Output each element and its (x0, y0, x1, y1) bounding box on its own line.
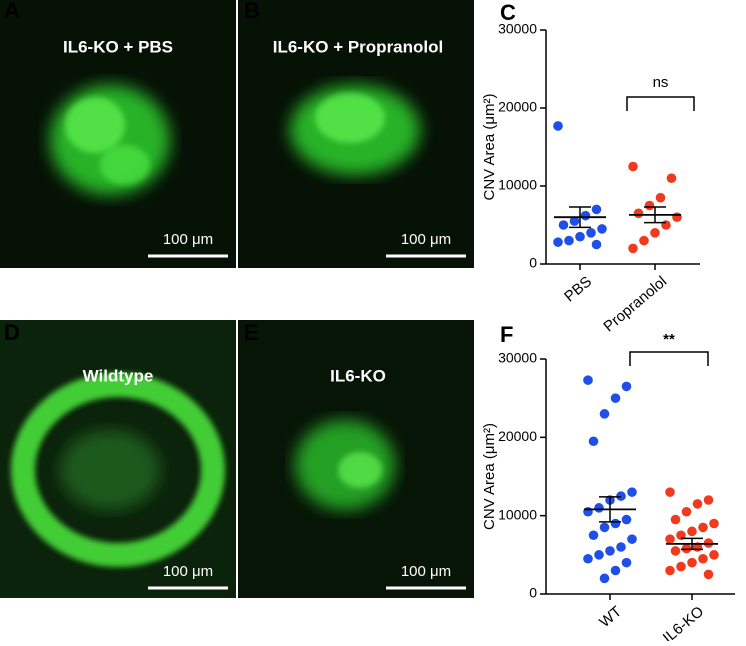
data-point (610, 518, 621, 529)
data-point (703, 495, 714, 505)
x-tick-label: PBS (561, 273, 595, 305)
micrograph: E IL6-KO 100 μm (238, 320, 474, 598)
data-point (687, 557, 697, 568)
y-axis-label: CNV Area (μm²) (481, 94, 498, 201)
data-point (599, 409, 610, 419)
scale-label: 100 μm (163, 231, 213, 248)
data-point (665, 534, 675, 544)
data-point (553, 121, 563, 131)
significance-label: ** (663, 331, 675, 348)
scale-label: 100 μm (401, 231, 451, 248)
y-tick-label: 0 (529, 585, 537, 601)
data-point (588, 530, 599, 541)
data-point (591, 204, 602, 215)
y-axis-label: CNV Area (μm²) (481, 423, 498, 530)
x-tick-label: Propranolol (600, 273, 670, 335)
data-point (703, 569, 714, 580)
data-point (627, 534, 637, 544)
y-tick-label: 20000 (498, 99, 537, 115)
panel-caption: IL6-KO + Propranolol (273, 37, 444, 56)
data-point (599, 522, 610, 533)
y-tick-label: 10000 (498, 506, 537, 522)
data-point (594, 550, 604, 560)
data-point (605, 546, 615, 556)
y-tick-label: 0 (529, 255, 537, 271)
data-point (709, 518, 719, 529)
panel-letter: E (244, 320, 259, 345)
data-point (580, 210, 591, 221)
data-point (633, 208, 644, 219)
data-point (681, 543, 692, 554)
data-point (672, 212, 682, 222)
data-point (627, 487, 637, 497)
data-point (591, 239, 602, 250)
panel-letter: F (500, 322, 513, 347)
micrograph: A IL6-KO + PBS 100 μm (0, 0, 236, 268)
data-point (564, 235, 574, 246)
y-tick-label: 10000 (498, 177, 537, 193)
significance-label: ns (653, 74, 669, 91)
data-point (665, 487, 675, 497)
data-point (639, 235, 649, 246)
data-point (594, 503, 604, 513)
y-tick-label: 30000 (498, 21, 537, 37)
data-point (599, 573, 610, 584)
x-tick-label: WT (596, 603, 625, 631)
panel-letter: B (244, 0, 260, 23)
data-point (553, 237, 563, 247)
panel-letter: C (500, 0, 516, 25)
data-point (692, 499, 703, 509)
data-point (650, 228, 660, 238)
data-point (621, 381, 632, 392)
micrograph: B IL6-KO + Propranolol 100 μm (238, 0, 474, 268)
data-point (644, 200, 655, 211)
data-point (586, 228, 596, 238)
data-point (665, 565, 675, 576)
micrograph: D Wildtype 100 μm (0, 320, 236, 598)
data-point (628, 243, 638, 254)
data-point (621, 557, 632, 568)
data-point (698, 553, 708, 564)
data-point (670, 514, 681, 525)
data-point (661, 220, 671, 230)
panel-caption: IL6-KO + PBS (63, 37, 173, 56)
data-point (698, 522, 708, 533)
data-point (588, 436, 599, 447)
data-point (616, 491, 626, 501)
data-point (583, 375, 593, 385)
significance-bracket (629, 351, 709, 366)
data-point (681, 506, 692, 517)
y-tick-label: 30000 (498, 350, 537, 366)
data-point (687, 526, 697, 537)
panel-caption: IL6-KO (330, 366, 386, 385)
scale-label: 100 μm (401, 563, 451, 580)
data-point (597, 224, 607, 234)
data-point (583, 553, 593, 564)
scale-label: 100 μm (163, 563, 213, 580)
panel-caption: Wildtype (83, 366, 154, 385)
data-point (628, 161, 638, 172)
data-point (621, 514, 632, 525)
y-tick-label: 20000 (498, 428, 537, 444)
data-point (569, 216, 580, 226)
data-point (676, 561, 686, 572)
data-point (666, 173, 677, 183)
data-point (655, 192, 666, 203)
data-point (610, 565, 621, 576)
data-point (575, 231, 585, 242)
x-tick-label: IL6-KO (660, 603, 707, 641)
panel-letter: D (4, 320, 20, 345)
data-point (558, 220, 569, 230)
data-point (670, 546, 681, 556)
data-point (583, 506, 593, 517)
data-point (616, 542, 626, 552)
data-point (610, 393, 621, 403)
data-point (709, 550, 719, 560)
panel-letter: A (4, 0, 20, 23)
significance-bracket (626, 96, 695, 111)
